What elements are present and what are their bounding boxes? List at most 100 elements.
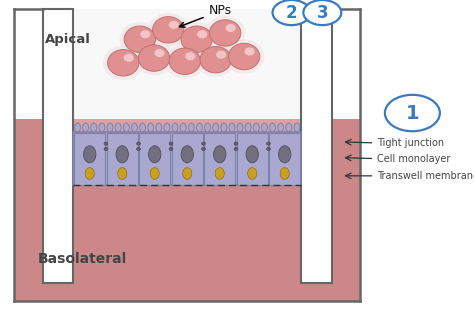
- Ellipse shape: [99, 123, 105, 132]
- Ellipse shape: [181, 26, 212, 52]
- Text: Apical: Apical: [45, 33, 91, 46]
- Text: Transwell membrane: Transwell membrane: [377, 171, 474, 181]
- Ellipse shape: [148, 146, 161, 163]
- Ellipse shape: [156, 123, 162, 132]
- Bar: [237, 133, 267, 185]
- Ellipse shape: [195, 42, 236, 77]
- Ellipse shape: [131, 123, 137, 132]
- Ellipse shape: [215, 168, 224, 179]
- Ellipse shape: [245, 123, 251, 132]
- Text: 3: 3: [317, 3, 328, 22]
- Ellipse shape: [200, 46, 231, 73]
- Ellipse shape: [137, 147, 140, 150]
- Ellipse shape: [205, 16, 246, 50]
- Ellipse shape: [176, 22, 217, 57]
- Bar: [14, 9, 360, 301]
- Ellipse shape: [108, 50, 139, 76]
- Ellipse shape: [197, 30, 207, 38]
- Ellipse shape: [124, 26, 155, 52]
- Ellipse shape: [279, 146, 291, 163]
- Ellipse shape: [150, 168, 159, 179]
- Bar: [73, 119, 301, 132]
- Ellipse shape: [103, 46, 144, 80]
- Ellipse shape: [118, 168, 127, 179]
- Ellipse shape: [216, 51, 226, 59]
- Ellipse shape: [85, 168, 94, 179]
- Ellipse shape: [153, 17, 184, 43]
- Ellipse shape: [104, 147, 108, 150]
- Ellipse shape: [124, 54, 134, 62]
- Ellipse shape: [155, 49, 164, 57]
- Bar: [14, 119, 360, 301]
- Text: Cell monolayer: Cell monolayer: [377, 154, 450, 164]
- Ellipse shape: [294, 123, 300, 132]
- Ellipse shape: [180, 123, 186, 132]
- Ellipse shape: [280, 168, 289, 179]
- Ellipse shape: [266, 147, 270, 150]
- Ellipse shape: [138, 45, 170, 71]
- Ellipse shape: [228, 43, 260, 70]
- Ellipse shape: [169, 147, 173, 150]
- Ellipse shape: [246, 146, 258, 163]
- Ellipse shape: [115, 123, 121, 132]
- Circle shape: [303, 0, 341, 25]
- Text: Tight junction: Tight junction: [377, 138, 444, 148]
- Bar: [73, 132, 301, 185]
- Ellipse shape: [119, 22, 160, 57]
- Bar: [107, 133, 137, 185]
- Ellipse shape: [148, 13, 189, 47]
- Ellipse shape: [74, 123, 81, 132]
- Ellipse shape: [148, 123, 154, 132]
- Ellipse shape: [226, 24, 236, 32]
- Ellipse shape: [169, 142, 173, 145]
- Ellipse shape: [210, 20, 241, 46]
- Ellipse shape: [221, 123, 227, 132]
- Text: NPs: NPs: [180, 4, 232, 27]
- Ellipse shape: [188, 123, 194, 132]
- Bar: [204, 133, 235, 185]
- Ellipse shape: [140, 123, 146, 132]
- Ellipse shape: [185, 52, 195, 60]
- Ellipse shape: [140, 30, 150, 38]
- Ellipse shape: [214, 146, 226, 163]
- Ellipse shape: [83, 123, 89, 132]
- Ellipse shape: [107, 123, 113, 132]
- Bar: [269, 133, 300, 185]
- Ellipse shape: [123, 123, 129, 132]
- Text: 2: 2: [286, 3, 297, 22]
- Ellipse shape: [169, 48, 201, 74]
- Ellipse shape: [278, 123, 283, 132]
- Ellipse shape: [213, 123, 219, 132]
- Ellipse shape: [137, 142, 140, 145]
- Ellipse shape: [134, 41, 174, 75]
- Text: 1: 1: [406, 104, 419, 122]
- Ellipse shape: [270, 123, 275, 132]
- Ellipse shape: [201, 142, 205, 145]
- Ellipse shape: [266, 142, 270, 145]
- Bar: [139, 133, 170, 185]
- Ellipse shape: [164, 44, 205, 78]
- Ellipse shape: [201, 147, 205, 150]
- Ellipse shape: [169, 21, 179, 29]
- Ellipse shape: [237, 123, 243, 132]
- Ellipse shape: [182, 168, 192, 179]
- Bar: [74, 133, 105, 185]
- Bar: [73, 9, 301, 119]
- Ellipse shape: [248, 168, 257, 179]
- Ellipse shape: [245, 47, 255, 56]
- Ellipse shape: [234, 147, 238, 150]
- Ellipse shape: [286, 123, 292, 132]
- Ellipse shape: [91, 123, 97, 132]
- Ellipse shape: [164, 123, 170, 132]
- Ellipse shape: [104, 142, 108, 145]
- Ellipse shape: [254, 123, 259, 132]
- Bar: [172, 133, 202, 185]
- Ellipse shape: [262, 123, 267, 132]
- Bar: [301, 9, 332, 283]
- Text: Basolateral: Basolateral: [38, 252, 127, 266]
- Circle shape: [385, 95, 440, 131]
- Ellipse shape: [197, 123, 202, 132]
- Ellipse shape: [116, 146, 128, 163]
- Ellipse shape: [181, 146, 193, 163]
- Ellipse shape: [234, 142, 238, 145]
